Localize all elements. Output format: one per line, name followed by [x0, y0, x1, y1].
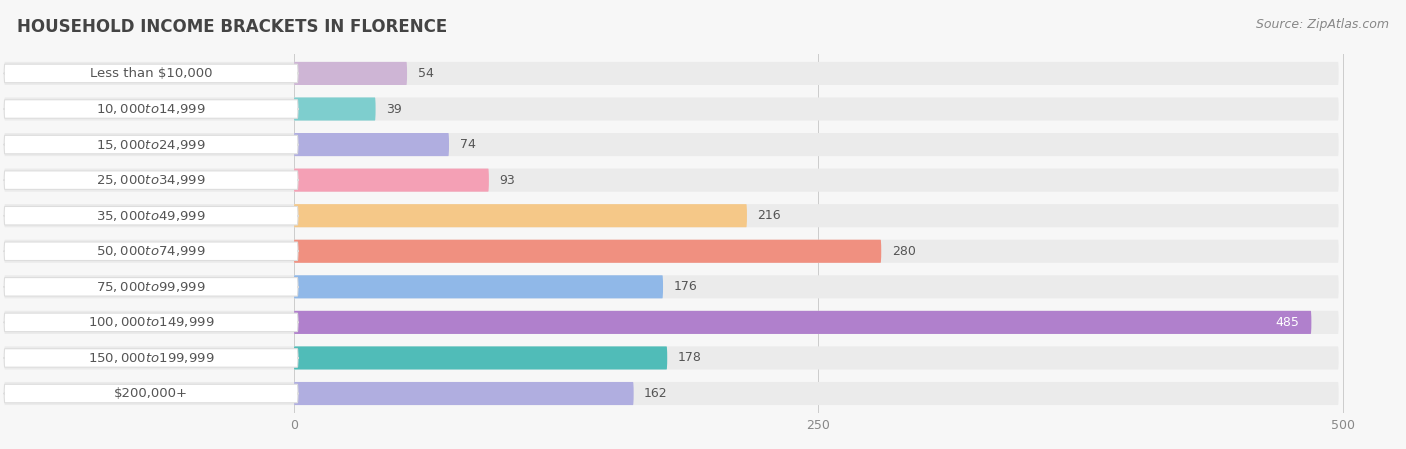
Text: 178: 178 — [678, 352, 702, 365]
Text: 485: 485 — [1275, 316, 1299, 329]
FancyBboxPatch shape — [4, 311, 1339, 334]
Text: 39: 39 — [387, 102, 402, 115]
Text: $100,000 to $149,999: $100,000 to $149,999 — [87, 315, 214, 330]
Text: $200,000+: $200,000+ — [114, 387, 188, 400]
FancyBboxPatch shape — [4, 346, 1339, 370]
FancyBboxPatch shape — [4, 204, 1339, 227]
Text: $10,000 to $14,999: $10,000 to $14,999 — [96, 102, 205, 116]
FancyBboxPatch shape — [294, 275, 664, 299]
Text: Less than $10,000: Less than $10,000 — [90, 67, 212, 80]
Text: $50,000 to $74,999: $50,000 to $74,999 — [96, 244, 205, 258]
FancyBboxPatch shape — [4, 97, 1339, 121]
FancyBboxPatch shape — [4, 207, 298, 225]
FancyBboxPatch shape — [294, 62, 408, 85]
Text: 74: 74 — [460, 138, 475, 151]
Text: 162: 162 — [644, 387, 668, 400]
FancyBboxPatch shape — [294, 346, 668, 370]
Text: HOUSEHOLD INCOME BRACKETS IN FLORENCE: HOUSEHOLD INCOME BRACKETS IN FLORENCE — [17, 18, 447, 36]
FancyBboxPatch shape — [294, 133, 449, 156]
FancyBboxPatch shape — [294, 240, 882, 263]
FancyBboxPatch shape — [4, 168, 1339, 192]
Text: 280: 280 — [891, 245, 915, 258]
Text: 54: 54 — [418, 67, 433, 80]
FancyBboxPatch shape — [4, 349, 298, 367]
Text: $35,000 to $49,999: $35,000 to $49,999 — [96, 209, 205, 223]
FancyBboxPatch shape — [4, 275, 1339, 299]
Text: Source: ZipAtlas.com: Source: ZipAtlas.com — [1256, 18, 1389, 31]
FancyBboxPatch shape — [294, 204, 747, 227]
FancyBboxPatch shape — [4, 100, 298, 118]
FancyBboxPatch shape — [4, 240, 1339, 263]
FancyBboxPatch shape — [294, 97, 375, 121]
Text: 216: 216 — [758, 209, 782, 222]
Text: 93: 93 — [499, 174, 515, 187]
FancyBboxPatch shape — [4, 171, 298, 189]
FancyBboxPatch shape — [294, 168, 489, 192]
Text: $25,000 to $34,999: $25,000 to $34,999 — [96, 173, 205, 187]
FancyBboxPatch shape — [4, 277, 298, 296]
FancyBboxPatch shape — [4, 242, 298, 260]
Text: $150,000 to $199,999: $150,000 to $199,999 — [87, 351, 214, 365]
Text: $15,000 to $24,999: $15,000 to $24,999 — [96, 137, 205, 152]
FancyBboxPatch shape — [4, 382, 1339, 405]
FancyBboxPatch shape — [4, 135, 298, 154]
FancyBboxPatch shape — [4, 64, 298, 83]
FancyBboxPatch shape — [4, 133, 1339, 156]
FancyBboxPatch shape — [294, 311, 1312, 334]
FancyBboxPatch shape — [4, 62, 1339, 85]
Text: $75,000 to $99,999: $75,000 to $99,999 — [96, 280, 205, 294]
FancyBboxPatch shape — [4, 384, 298, 403]
FancyBboxPatch shape — [294, 382, 634, 405]
FancyBboxPatch shape — [4, 313, 298, 332]
Text: 176: 176 — [673, 280, 697, 293]
